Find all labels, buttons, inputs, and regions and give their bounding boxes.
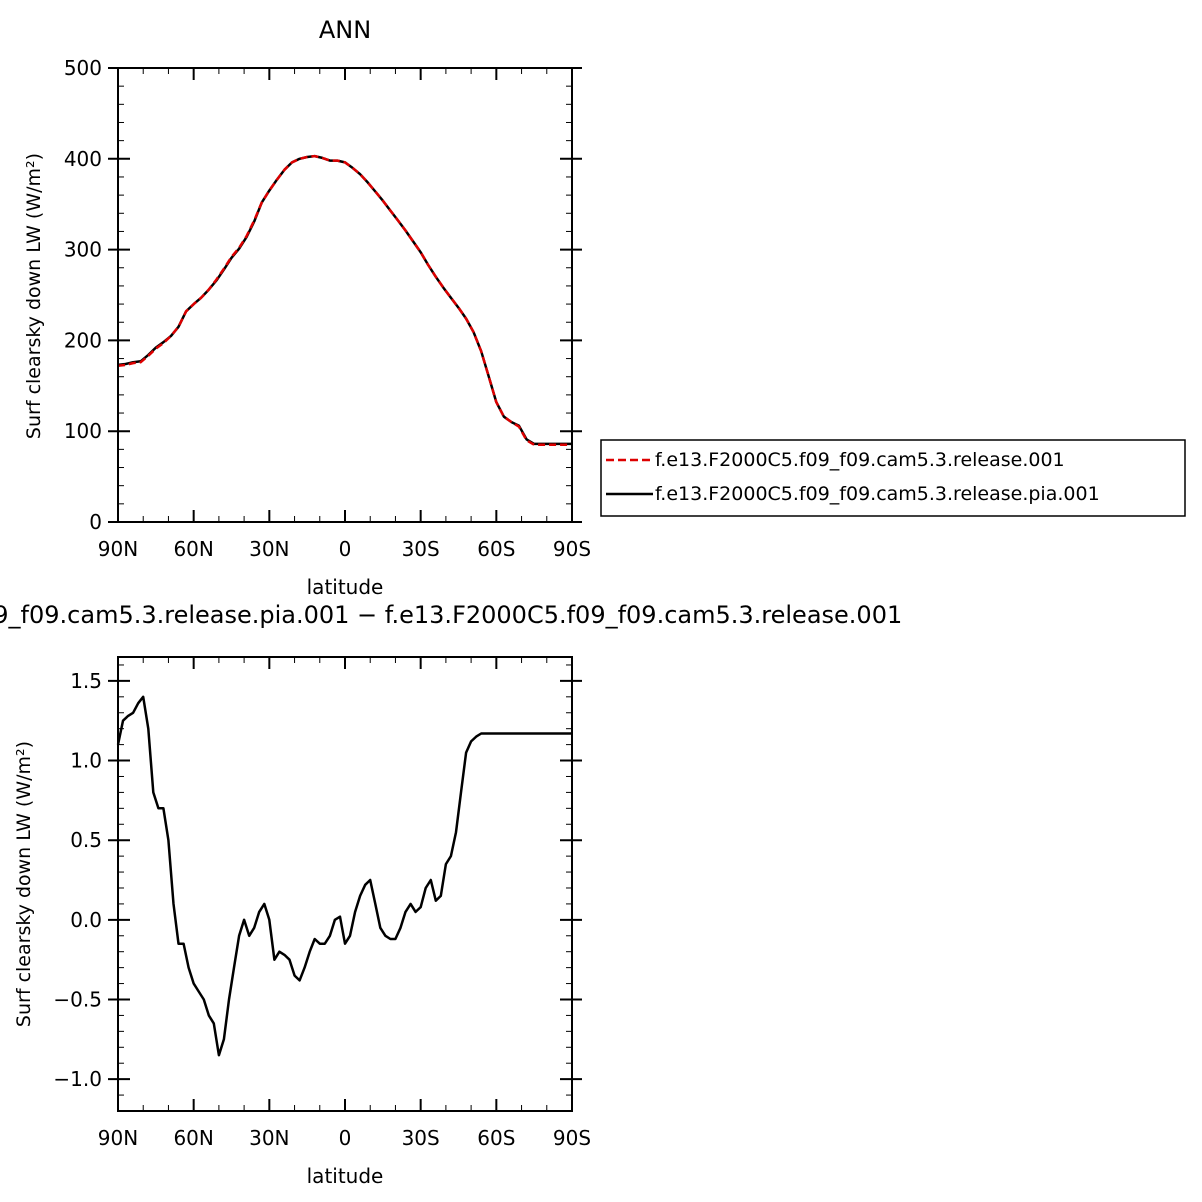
- legend: f.e13.F2000C5.f09_f09.cam5.3.release.001…: [600, 439, 1186, 517]
- bottom-y-tick-label: −0.5: [53, 987, 102, 1011]
- legend-label-release: f.e13.F2000C5.f09_f09.cam5.3.release.001: [655, 449, 1065, 471]
- bottom-chart-ylabel: Surf clearsky down LW (W/m²): [13, 741, 35, 1027]
- top-y-tick-label: 500: [64, 56, 102, 80]
- top-chart-ticks: 90N 60N 30N 0 30S 60S 90S 0 100 200 300 400 500: [64, 56, 591, 561]
- top-x-tick-label: 0: [339, 537, 352, 561]
- top-chart-xlabel: latitude: [307, 575, 384, 599]
- top-x-tick-label: 90S: [553, 537, 591, 561]
- top-x-tick-label: 60S: [477, 537, 515, 561]
- bottom-x-tick-label: 90N: [98, 1126, 138, 1150]
- bottom-chart-ticks: 90N 60N 30N 0 30S 60S 90S −1.0 −0.5 0.0 0.5 1.0 1.5: [53, 657, 591, 1150]
- top-chart-title: ANN: [319, 16, 371, 44]
- bottom-x-tick-label: 30S: [402, 1126, 440, 1150]
- bottom-chart-panel: f.e13.F2000C5.f09_f09.cam5.3.release.pia…: [0, 601, 902, 1188]
- bottom-x-tick-label: 90S: [553, 1126, 591, 1150]
- top-series-line-1: [117, 154, 572, 446]
- bottom-y-tick-label: 0.5: [70, 828, 102, 852]
- bottom-chart-series: [116, 695, 572, 1057]
- bottom-chart-xlabel: latitude: [307, 1164, 384, 1188]
- bottom-y-tick-label: 1.0: [70, 749, 102, 773]
- bottom-x-tick-label: 30N: [249, 1126, 289, 1150]
- bottom-chart-title: f.e13.F2000C5.f09_f09.cam5.3.release.pia…: [0, 601, 902, 629]
- legend-label-pia: f.e13.F2000C5.f09_f09.cam5.3.release.pia…: [655, 483, 1100, 505]
- legend-box: [600, 439, 1186, 517]
- top-chart-panel: ANN Surf clearsky down LW (W/m²) latitud…: [23, 16, 591, 599]
- bottom-y-tick-label: 1.5: [70, 669, 102, 693]
- top-chart-frame: [117, 67, 573, 523]
- top-x-tick-label: 30N: [249, 537, 289, 561]
- bottom-y-tick-label: −1.0: [53, 1067, 102, 1091]
- top-x-tick-label: 90N: [98, 537, 138, 561]
- bottom-x-tick-label: 0: [339, 1126, 352, 1150]
- top-series-line-0: [117, 154, 572, 447]
- bottom-x-tick-label: 60N: [173, 1126, 213, 1150]
- bottom-x-tick-label: 60S: [477, 1126, 515, 1150]
- bottom-y-tick-label: 0.0: [70, 908, 102, 932]
- top-y-tick-label: 400: [64, 147, 102, 171]
- bottom-chart-frame: [117, 656, 573, 1112]
- top-y-tick-label: 100: [64, 419, 102, 443]
- top-x-tick-label: 30S: [402, 537, 440, 561]
- bottom-series-line-0: [116, 695, 572, 1057]
- top-x-tick-label: 60N: [173, 537, 213, 561]
- top-y-tick-label: 200: [64, 328, 102, 352]
- top-chart-ylabel: Surf clearsky down LW (W/m²): [23, 153, 45, 439]
- top-y-tick-label: 0: [89, 510, 102, 534]
- top-chart-series: [117, 154, 572, 447]
- top-y-tick-label: 300: [64, 238, 102, 262]
